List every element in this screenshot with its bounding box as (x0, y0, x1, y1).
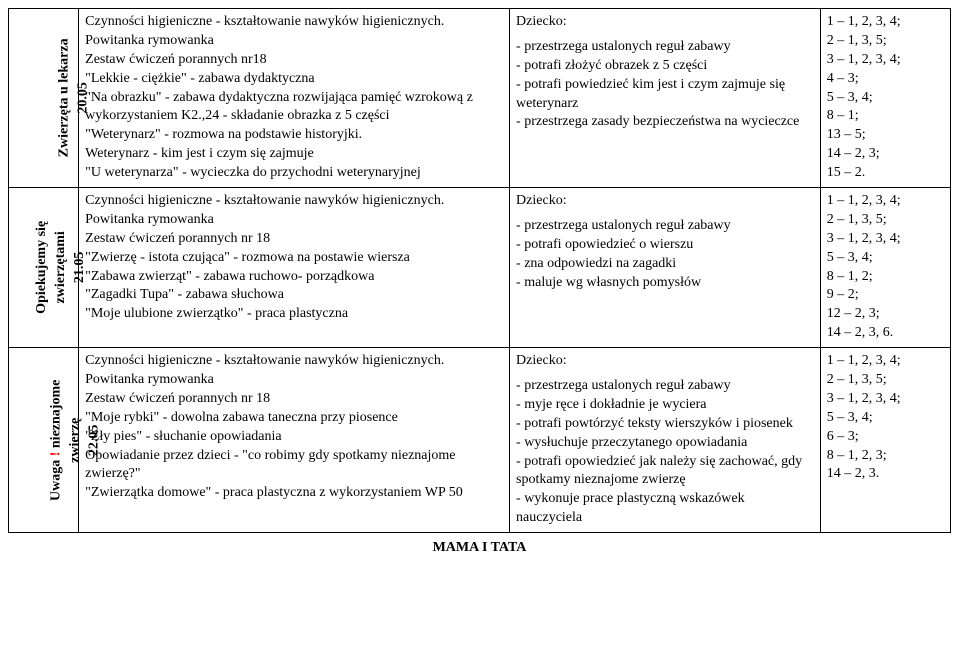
code-line: 9 – 2; (827, 286, 944, 305)
child-item: - potrafi złożyć obrazek z 5 części (516, 57, 814, 76)
code-line: 4 – 3; (827, 70, 944, 89)
code-line: 3 – 1, 2, 3, 4; (827, 230, 944, 249)
row-label: Uwaga ! nieznajomezwierzę22.05 (9, 348, 79, 533)
activities-cell: Czynności higieniczne - kształtowanie na… (79, 348, 510, 533)
activity-line: Powitanka rymowanka (85, 371, 503, 390)
code-line: 1 – 1, 2, 3, 4; (827, 13, 944, 32)
child-heading: Dziecko: (516, 352, 814, 371)
activity-line: Czynności higieniczne - kształtowanie na… (85, 13, 503, 32)
child-item: - zna odpowiedzi na zagadki (516, 255, 814, 274)
code-line: 8 – 1, 2; (827, 268, 944, 287)
activity-line: "U weterynarza" - wycieczka do przychodn… (85, 164, 503, 183)
activity-line: Powitanka rymowanka (85, 211, 503, 230)
code-line: 14 – 2, 3. (827, 465, 944, 484)
code-line: 2 – 1, 3, 5; (827, 371, 944, 390)
codes-cell: 1 – 1, 2, 3, 4;2 – 1, 3, 5;3 – 1, 2, 3, … (820, 188, 950, 348)
child-item: - potrafi powiedzieć kim jest i czym zaj… (516, 76, 814, 114)
code-line: 8 – 1, 2, 3; (827, 447, 944, 466)
child-item: - potrafi opowiedzieć jak należy się zac… (516, 453, 814, 491)
activity-line: Powitanka rymowanka (85, 32, 503, 51)
activity-line: "Zagadki Tupa" - zabawa słuchowa (85, 286, 503, 305)
activity-line: "Moje ulubione zwierzątko" - praca plast… (85, 305, 503, 324)
activity-line: "Na obrazku" - zabawa dydaktyczna rozwij… (85, 89, 503, 127)
child-item: - przestrzega ustalonych reguł zabawy (516, 38, 814, 57)
activity-line: "Zwierzątka domowe" - praca plastyczna z… (85, 484, 503, 503)
code-line: 1 – 1, 2, 3, 4; (827, 192, 944, 211)
code-line: 5 – 3, 4; (827, 89, 944, 108)
activity-line: "Zabawa zwierząt" - zabawa ruchowo- porz… (85, 268, 503, 287)
code-line: 13 – 5; (827, 126, 944, 145)
codes-cell: 1 – 1, 2, 3, 4;2 – 1, 3, 5;3 – 1, 2, 3, … (820, 348, 950, 533)
activity-line: Zestaw ćwiczeń porannych nr18 (85, 51, 503, 70)
row-label: Zwierzęta u lekarza20.05 (9, 9, 79, 188)
activity-line: "Zwierzę - istota czująca" - rozmowa na … (85, 249, 503, 268)
child-item: - wysłuchuje przeczytanego opowiadania (516, 434, 814, 453)
code-line: 1 – 1, 2, 3, 4; (827, 352, 944, 371)
code-line: 14 – 2, 3, 6. (827, 324, 944, 343)
child-cell: Dziecko: - przestrzega ustalonych reguł z… (510, 348, 821, 533)
codes-cell: 1 – 1, 2, 3, 4;2 – 1, 3, 5;3 – 1, 2, 3, … (820, 9, 950, 188)
child-heading: Dziecko: (516, 192, 814, 211)
code-line: 3 – 1, 2, 3, 4; (827, 51, 944, 70)
child-item: - maluje wg własnych pomysłów (516, 274, 814, 293)
row-label-text: Opiekujemy sięzwierzętami21.05 (33, 221, 90, 314)
activities-cell: Czynności higieniczne - kształtowanie na… (79, 9, 510, 188)
child-cell: Dziecko: - przestrzega ustalonych reguł z… (510, 9, 821, 188)
code-line: 2 – 1, 3, 5; (827, 211, 944, 230)
child-heading: Dziecko: (516, 13, 814, 32)
code-line: 12 – 2, 3; (827, 305, 944, 324)
activity-line: Opowiadanie przez dzieci - "co robimy gd… (85, 447, 503, 485)
activity-line: Weterynarz - kim jest i czym się zajmuje (85, 145, 503, 164)
child-item: - przestrzega ustalonych reguł zabawy (516, 377, 814, 396)
child-item: - potrafi powtórzyć teksty wierszyków i … (516, 415, 814, 434)
code-line: 5 – 3, 4; (827, 409, 944, 428)
code-line: 6 – 3; (827, 428, 944, 447)
code-line: 15 – 2. (827, 164, 944, 183)
row-label-text: Zwierzęta u lekarza20.05 (56, 39, 94, 158)
child-cell: Dziecko: - przestrzega ustalonych reguł z… (510, 188, 821, 348)
activity-line: "Weterynarz" - rozmowa na podstawie hist… (85, 126, 503, 145)
child-item: - wykonuje prace plastyczną wskazówek na… (516, 490, 814, 528)
activity-line: "Lekkie - ciężkie" - zabawa dydaktyczna (85, 70, 503, 89)
code-line: 14 – 2, 3; (827, 145, 944, 164)
child-item: - przestrzega ustalonych reguł zabawy (516, 217, 814, 236)
code-line: 2 – 1, 3, 5; (827, 32, 944, 51)
code-line: 5 – 3, 4; (827, 249, 944, 268)
code-line: 3 – 1, 2, 3, 4; (827, 390, 944, 409)
child-item: - potrafi opowiedzieć o wierszu (516, 236, 814, 255)
activity-line: Zestaw ćwiczeń porannych nr 18 (85, 390, 503, 409)
activity-line: Zestaw ćwiczeń porannych nr 18 (85, 230, 503, 249)
activity-line: "Moje rybki" - dowolna zabawa taneczna p… (85, 409, 503, 428)
activity-line: "Zły pies" - słuchanie opowiadania (85, 428, 503, 447)
row-label-text: Uwaga ! nieznajomezwierzę22.05 (47, 379, 104, 500)
child-item: - myje ręce i dokładnie je wyciera (516, 396, 814, 415)
activity-line: Czynności higieniczne - kształtowanie na… (85, 352, 503, 371)
footer-title: MAMA I TATA (8, 539, 951, 558)
activities-cell: Czynności higieniczne - kształtowanie na… (79, 188, 510, 348)
row-label: Opiekujemy sięzwierzętami21.05 (9, 188, 79, 348)
activity-line: Czynności higieniczne - kształtowanie na… (85, 192, 503, 211)
code-line: 8 – 1; (827, 107, 944, 126)
lesson-plan-table: Zwierzęta u lekarza20.05 Czynności higien… (8, 8, 951, 533)
child-item: - przestrzega zasady bezpieczeństwa na w… (516, 113, 814, 132)
